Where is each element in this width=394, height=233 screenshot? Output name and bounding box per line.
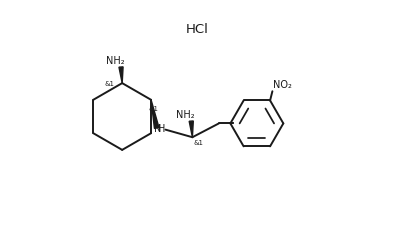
Text: NO₂: NO₂ — [273, 80, 292, 90]
Text: N: N — [154, 124, 162, 134]
Polygon shape — [119, 67, 123, 83]
Text: NH₂: NH₂ — [106, 56, 125, 66]
Polygon shape — [151, 100, 159, 128]
Text: &1: &1 — [193, 140, 203, 146]
Text: H: H — [158, 124, 165, 134]
Text: &1: &1 — [104, 81, 115, 87]
Text: HCl: HCl — [186, 23, 208, 35]
Polygon shape — [189, 121, 193, 137]
Text: NH₂: NH₂ — [176, 110, 195, 120]
Text: &1: &1 — [149, 106, 158, 112]
